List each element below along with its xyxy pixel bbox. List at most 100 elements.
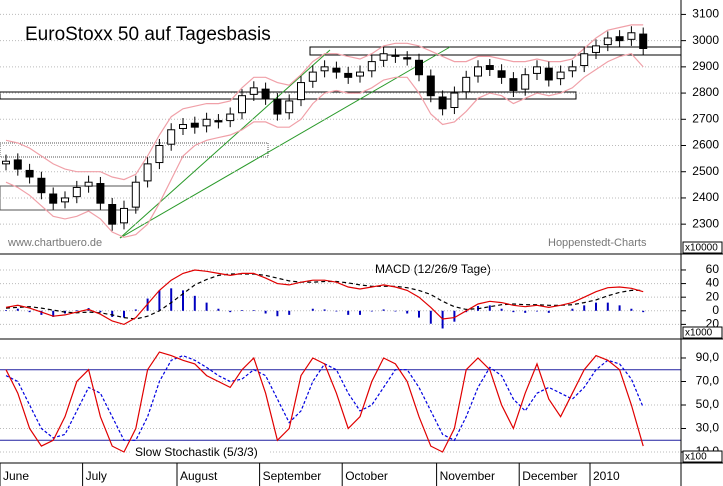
candle-body [474,66,482,77]
y-tick-label: 2800 [692,85,719,99]
credit: Hoppenstedt-Charts [548,237,647,249]
axis-note: x100 [685,452,707,463]
candle-body [509,78,518,91]
candle-body [332,67,341,73]
y-tick-label: 2400 [692,190,719,204]
candle-body [450,92,459,108]
k-line [5,351,644,453]
y-tick-label: 20 [706,289,720,303]
candle-body [108,203,117,225]
candle-body [485,65,494,70]
candle-body [426,75,435,97]
candle-body [273,99,282,115]
candle-body [603,37,612,46]
candle-body [84,181,93,187]
panel-title: MACD (12/26/9 Tage) [375,262,491,276]
candle-body [533,66,541,74]
y-tick-label: 2300 [692,216,719,230]
candle-body [344,72,353,78]
axis-note-box [682,241,723,254]
y-tick-label: 70,0 [696,374,720,388]
x-tick-label: 2010 [593,469,620,483]
candle-body [556,71,565,80]
axis-note-box [682,450,723,463]
y-tick-label: 2900 [692,59,719,73]
candle-body [391,54,400,57]
y-tick-label: 40 [706,276,720,290]
candle-body [2,160,10,165]
candle-body [438,96,447,110]
upper-band [5,24,644,181]
candle-body [580,53,589,67]
candle-body [261,88,270,99]
macd-line [5,269,644,326]
candle-body [592,45,600,53]
axis-note-box [682,326,723,339]
candle-body [131,181,140,208]
lower-band [5,53,644,238]
candle-body [285,100,294,114]
axis-note: x1000 [685,328,713,339]
y-tick-label: 60 [706,262,720,276]
y-tick-label: 50,0 [696,397,720,411]
candle-body [639,33,648,50]
candle-body [120,207,128,224]
candle-body [155,145,164,164]
candle-body [72,186,81,198]
axis-note: x10000 [685,243,718,254]
candle-body [497,70,506,78]
candle-body [226,113,235,122]
candle-body [214,120,223,123]
candle-body [143,163,152,182]
y-tick-label: 90,0 [696,350,720,364]
candle-body [568,66,577,72]
y-tick-label: 2700 [692,111,719,125]
x-tick-label: July [86,469,107,483]
candle-body [308,71,317,82]
x-tick-label: October [345,469,388,483]
x-tick-label: August [180,469,218,483]
trend-line [119,46,451,239]
trend-line [119,49,331,239]
chart-title: EuroStoxx 50 auf Tagesbasis [25,24,271,45]
y-tick-label: 3000 [692,33,719,47]
panel-title: Slow Stochastik (5/3/3) [135,445,258,459]
candle-body [544,67,553,81]
candle-body [179,124,187,129]
candle-body [238,95,246,114]
candle-body [627,32,636,40]
x-tick-label: June [3,469,29,483]
y-tick-label: 0 [712,303,719,317]
candle-body [61,197,69,203]
x-tick-label: November [440,469,495,483]
candle-body [167,129,176,145]
candle-body [415,59,423,76]
candle-body [249,87,258,95]
candle-body [297,82,305,101]
candle-body [379,53,388,61]
label-bg [130,445,270,460]
candle-body [403,57,412,60]
candle-body [521,74,530,90]
y-tick-label: 30,0 [696,421,720,435]
candle-body [356,71,364,77]
annotations [0,46,682,239]
candle-body [615,36,624,42]
candle-body [202,118,211,127]
range-box [0,142,269,158]
support-box [0,91,577,100]
candle-body [367,61,376,72]
y-tick-label: 2600 [692,138,719,152]
source: www.chartbuero.de [7,237,102,249]
candle-body [49,193,58,204]
candle-body [13,159,22,170]
y-tick-label: 2500 [692,164,719,178]
candle-body [320,66,329,72]
x-tick-label: December [522,469,577,483]
candle-body [37,177,46,194]
candle-body [462,76,471,93]
candle-body [190,122,199,128]
candle-body [96,183,105,204]
x-tick-label: September [263,469,322,483]
